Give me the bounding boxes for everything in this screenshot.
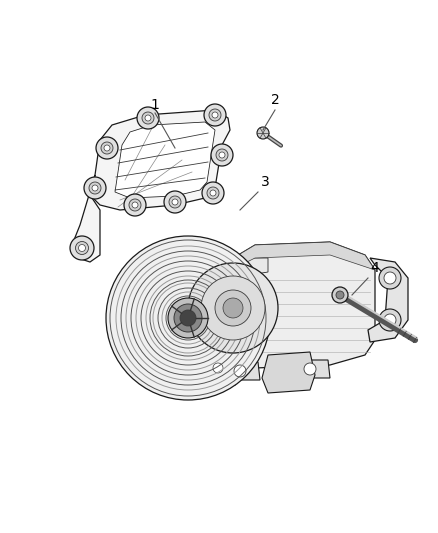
Polygon shape	[115, 122, 215, 198]
Circle shape	[208, 358, 228, 378]
Circle shape	[215, 290, 251, 326]
Circle shape	[202, 182, 224, 204]
Circle shape	[379, 309, 401, 331]
Polygon shape	[72, 175, 100, 262]
Circle shape	[96, 137, 118, 159]
Circle shape	[164, 191, 186, 213]
Circle shape	[384, 272, 396, 284]
Text: 2: 2	[271, 93, 279, 107]
Circle shape	[336, 291, 344, 299]
Circle shape	[213, 363, 223, 373]
Circle shape	[169, 196, 181, 208]
Circle shape	[124, 194, 146, 216]
Circle shape	[168, 298, 208, 338]
Circle shape	[129, 199, 141, 211]
Circle shape	[304, 363, 316, 375]
Circle shape	[84, 177, 106, 199]
Polygon shape	[196, 340, 240, 388]
Circle shape	[384, 314, 396, 326]
Circle shape	[145, 115, 151, 121]
Circle shape	[137, 107, 159, 129]
Circle shape	[257, 127, 269, 139]
Circle shape	[174, 304, 202, 332]
Circle shape	[172, 199, 178, 205]
Circle shape	[209, 109, 221, 121]
Circle shape	[75, 241, 88, 254]
Circle shape	[132, 202, 138, 208]
Circle shape	[234, 365, 246, 377]
Circle shape	[201, 276, 265, 340]
Circle shape	[180, 310, 196, 326]
Circle shape	[210, 190, 216, 196]
Circle shape	[211, 144, 233, 166]
Polygon shape	[215, 242, 375, 368]
Polygon shape	[220, 362, 260, 380]
Circle shape	[332, 287, 348, 303]
Circle shape	[216, 149, 228, 161]
Circle shape	[379, 267, 401, 289]
Circle shape	[92, 185, 98, 191]
Circle shape	[70, 236, 94, 260]
Polygon shape	[90, 110, 230, 210]
Circle shape	[212, 112, 218, 118]
Circle shape	[104, 145, 110, 151]
Circle shape	[101, 142, 113, 154]
Polygon shape	[262, 352, 315, 393]
Circle shape	[106, 236, 270, 400]
Polygon shape	[290, 360, 330, 378]
Circle shape	[78, 245, 85, 252]
Polygon shape	[230, 242, 375, 270]
Text: 4: 4	[371, 261, 379, 275]
Circle shape	[142, 112, 154, 124]
Circle shape	[89, 182, 101, 194]
Text: 1: 1	[151, 98, 159, 112]
Circle shape	[223, 298, 243, 318]
Polygon shape	[368, 258, 408, 342]
Circle shape	[219, 152, 225, 158]
Polygon shape	[203, 258, 268, 348]
Circle shape	[188, 263, 278, 353]
Text: 3: 3	[261, 175, 269, 189]
Circle shape	[204, 104, 226, 126]
Circle shape	[207, 187, 219, 199]
